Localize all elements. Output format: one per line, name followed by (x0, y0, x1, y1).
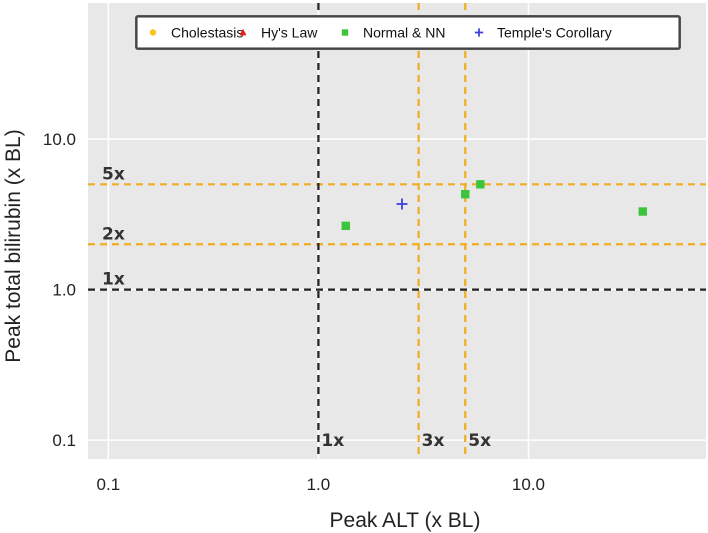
vertical-reference-label: 5x (468, 431, 491, 451)
legend-label: Temple's Corollary (497, 25, 612, 41)
y-tick-label: 0.1 (52, 431, 76, 450)
legend-marker (474, 28, 484, 37)
legend-label: Normal & NN (363, 25, 445, 41)
x-axis-title: Peak ALT (x BL) (330, 509, 481, 532)
legend-label: Cholestasis (171, 25, 243, 41)
vertical-reference-label: 3x (422, 431, 445, 451)
legend-item: Hy's Law (239, 25, 318, 41)
x-tick-labels: 0.1 1.0 10.0 (97, 475, 545, 494)
data-point (396, 198, 408, 210)
horizontal-reference-label: 1x (102, 270, 125, 290)
x-tick-label: 1.0 (307, 475, 331, 494)
legend-marker (149, 29, 157, 36)
reference-lines (88, 3, 706, 459)
data-point (638, 207, 647, 216)
y-axis-title: Peak total bilirubin (x BL) (2, 129, 25, 362)
data-point (461, 189, 470, 199)
data-points (341, 180, 647, 231)
horizontal-reference-label: 5x (102, 164, 125, 184)
legend-marker (239, 28, 247, 36)
plot-background (88, 3, 706, 459)
vertical-reference-label: 1x (321, 431, 344, 451)
legend-marker (341, 29, 349, 36)
horizontal-reference-label: 2x (102, 224, 125, 244)
legend-label: Hy's Law (261, 25, 318, 41)
reference-labels: 5x 2x 1x 1x 3x 5x (102, 164, 491, 451)
legend: Cholestasis Hy's Law Normal & NN Temple's C… (135, 15, 681, 50)
data-point (341, 221, 350, 231)
legend-box (136, 16, 680, 49)
y-tick-label: 10.0 (43, 130, 76, 149)
data-point (476, 180, 485, 189)
legend-item: Normal & NN (341, 25, 445, 41)
x-tick-label: 0.1 (97, 475, 121, 494)
y-tick-label: 1.0 (52, 281, 76, 300)
y-tick-labels: 0.1 1.0 10.0 (43, 130, 76, 450)
x-tick-label: 10.0 (512, 475, 545, 494)
legend-item: Cholestasis (149, 25, 243, 41)
legend-item: Temple's Corollary (474, 25, 612, 41)
